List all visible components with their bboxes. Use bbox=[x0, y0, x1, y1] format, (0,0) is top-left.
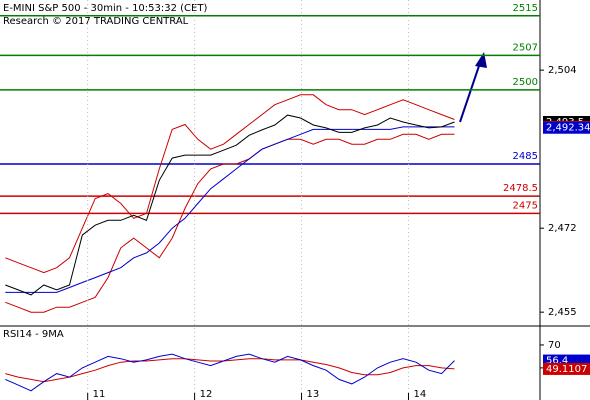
level-label: 2500 bbox=[513, 77, 538, 88]
panel-title: RSI14 - 9MA bbox=[3, 329, 64, 340]
series-line bbox=[5, 133, 455, 313]
price-tag-label: 49.1107 bbox=[546, 364, 587, 375]
series-line bbox=[5, 94, 455, 274]
chart-title: E-MINI S&P 500 - 30min - 10:53:32 (CET) bbox=[3, 3, 207, 14]
series-line bbox=[5, 358, 455, 383]
y-tick-label: 2,472 bbox=[548, 223, 577, 234]
price-tag bbox=[543, 121, 590, 134]
y-tick-label: 2,455 bbox=[548, 307, 577, 318]
price-tag-label: 2,492.34 bbox=[546, 123, 590, 134]
y-tick-label: 70 bbox=[548, 340, 561, 351]
forecast-arrow bbox=[459, 59, 482, 123]
price-tag-label: 56.4 bbox=[546, 356, 568, 367]
level-label: 2515 bbox=[513, 3, 538, 14]
x-tick-label: 14 bbox=[413, 389, 426, 400]
y-tick-label: 2,504 bbox=[548, 65, 577, 76]
level-label: 2485 bbox=[513, 151, 538, 162]
series-line bbox=[5, 114, 455, 296]
level-label: 2475 bbox=[513, 200, 538, 211]
x-tick-label: 11 bbox=[93, 389, 106, 400]
level-label: 2507 bbox=[513, 42, 538, 53]
chart-subtitle: Research © 2017 TRADING CENTRAL bbox=[3, 16, 189, 27]
series-line bbox=[5, 126, 455, 293]
level-label: 2478.5 bbox=[503, 183, 538, 194]
x-tick-label: 12 bbox=[200, 389, 213, 400]
price-tag bbox=[543, 362, 590, 375]
series-line bbox=[5, 353, 455, 392]
x-tick-label: 13 bbox=[307, 389, 320, 400]
